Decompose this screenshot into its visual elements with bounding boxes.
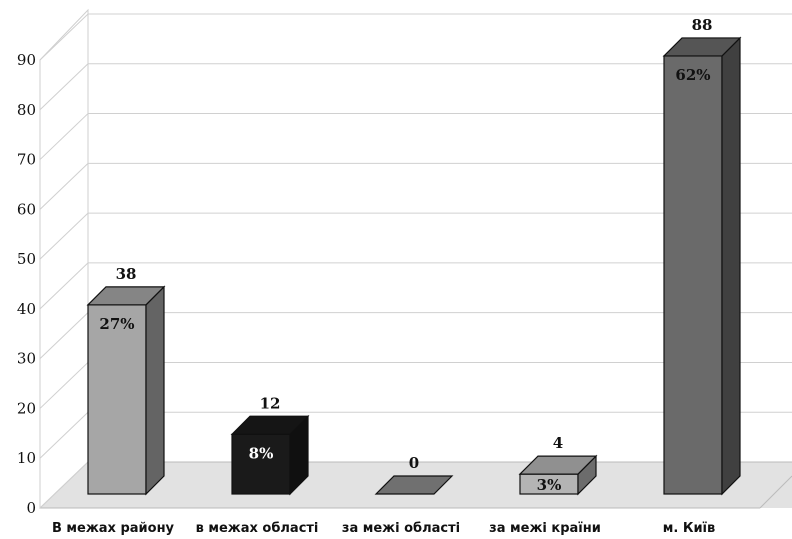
y-tick-label: 10 (17, 449, 36, 467)
value-label: 12 (260, 394, 281, 412)
y-tick-label: 70 (17, 151, 36, 169)
gridline-side (39, 13, 89, 61)
y-tick-label: 20 (17, 399, 36, 417)
gridline-side (39, 162, 89, 210)
bar-side (721, 36, 741, 496)
gridline-side (39, 212, 89, 260)
bar-front (87, 304, 147, 495)
category-label: за межі області (342, 521, 460, 536)
y-tick-label: 30 (17, 350, 36, 368)
bars: 38 27% 12 8% 0 4 3% 88 62% (86, 16, 742, 496)
bar-top (230, 415, 310, 435)
gridline-side (39, 312, 89, 360)
percent-label: 3% (537, 476, 562, 494)
y-tick-label: 50 (17, 250, 36, 268)
gridline-side (39, 63, 89, 111)
percent-label: 62% (675, 66, 710, 84)
value-label: 4 (553, 434, 563, 452)
x-axis: В межах району в межах області за межі обл… (52, 521, 715, 536)
y-tick-label: 0 (26, 499, 36, 517)
category-label: м. Київ (663, 521, 716, 536)
bar-side (145, 285, 165, 496)
percent-label: 27% (99, 315, 134, 333)
bar (662, 36, 742, 496)
bar-top (374, 475, 454, 495)
category-label: В межах району (52, 521, 175, 536)
gridline-side (39, 262, 89, 310)
y-tick-label: 90 (17, 51, 36, 69)
y-tick-label: 40 (17, 300, 36, 318)
gridline-side (39, 461, 89, 509)
bar (230, 414, 310, 496)
category-label: за межі країни (489, 521, 601, 536)
gridline-side (39, 362, 89, 409)
bar-front (231, 433, 291, 495)
bar (374, 475, 454, 495)
bar-front (663, 55, 723, 495)
bar-top (662, 37, 742, 57)
y-axis: 0 10 20 30 40 50 60 70 80 90 (17, 51, 36, 517)
value-label: 0 (409, 454, 419, 472)
percent-label: 8% (249, 444, 274, 462)
floor-right-edge (759, 475, 792, 509)
gridline-side (39, 113, 89, 160)
bar (518, 454, 598, 496)
y-tick-label: 60 (17, 200, 36, 218)
value-label: 88 (692, 16, 713, 34)
side-wall (39, 8, 89, 510)
value-label: 38 (116, 265, 137, 283)
category-label: в межах області (196, 521, 319, 536)
bar-top (518, 455, 598, 475)
gridline-side (39, 411, 89, 459)
bar-top (86, 286, 166, 306)
y-tick-label: 80 (17, 101, 36, 119)
bar (86, 285, 166, 496)
